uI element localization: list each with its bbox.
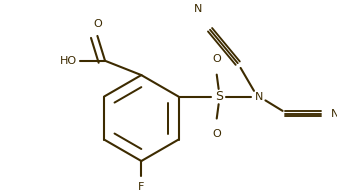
- Text: O: O: [93, 19, 102, 29]
- Text: N: N: [193, 4, 202, 14]
- Text: O: O: [212, 129, 221, 139]
- Text: F: F: [138, 182, 145, 192]
- Text: O: O: [212, 54, 221, 64]
- Text: N: N: [254, 92, 263, 102]
- Text: HO: HO: [60, 56, 78, 66]
- Text: N: N: [331, 109, 337, 119]
- Text: S: S: [215, 90, 223, 103]
